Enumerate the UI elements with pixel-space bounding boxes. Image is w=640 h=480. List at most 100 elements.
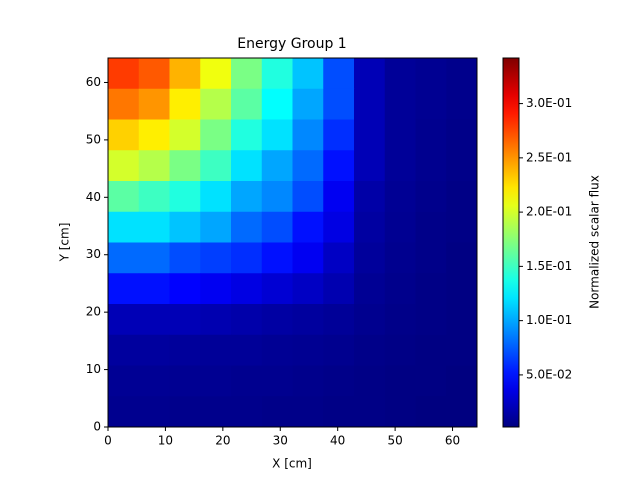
heatmap-cell — [169, 365, 201, 397]
heatmap-cell — [323, 242, 355, 274]
heatmap-cell — [292, 58, 324, 90]
heatmap-cell — [446, 304, 478, 336]
heatmap-cell — [415, 242, 447, 274]
heatmap-cell — [446, 211, 478, 243]
x-tick-label: 40 — [330, 434, 345, 448]
heatmap-cell — [415, 365, 447, 397]
heatmap-cell — [169, 334, 201, 366]
y-tick-label: 50 — [86, 132, 101, 146]
heatmap-cell — [138, 334, 170, 366]
heatmap-cell — [292, 273, 324, 305]
heatmap-cell — [169, 304, 201, 336]
heatmap-cell — [138, 88, 170, 120]
heatmap-cell — [169, 119, 201, 151]
heatmap-cell — [169, 88, 201, 120]
heatmap-cell — [261, 181, 293, 213]
heatmap-cell — [200, 396, 232, 428]
heatmap-cell — [415, 150, 447, 182]
heatmap-cell — [231, 365, 263, 397]
heatmap-cell — [354, 365, 386, 397]
heatmap-cell — [292, 334, 324, 366]
heatmap-cell — [200, 273, 232, 305]
heatmap-cell — [446, 119, 478, 151]
x-tick-label: 50 — [387, 434, 402, 448]
heatmap-cell — [261, 365, 293, 397]
x-axis-label: X [cm] — [272, 457, 312, 471]
heatmap-cell — [200, 58, 232, 90]
heatmap-cell — [415, 211, 447, 243]
colorbar-tick-label: 3.0E-01 — [526, 96, 572, 110]
heatmap-cell — [446, 273, 478, 305]
heatmap-cell — [292, 396, 324, 428]
y-tick-label: 20 — [86, 305, 101, 319]
heatmap-cell — [384, 211, 416, 243]
heatmap-cell — [261, 273, 293, 305]
heatmap-cell — [200, 242, 232, 274]
heatmap-cell — [323, 396, 355, 428]
heatmap-cell — [446, 58, 478, 90]
heatmap-cell — [354, 304, 386, 336]
heatmap-cell — [384, 242, 416, 274]
plot-frame — [107, 57, 478, 428]
heatmap-cell — [169, 396, 201, 428]
heatmap-cell — [354, 119, 386, 151]
heatmap-cell — [323, 365, 355, 397]
x-tick-label: 0 — [104, 434, 112, 448]
heatmap-cell — [138, 273, 170, 305]
colorbar — [502, 57, 520, 428]
y-tick-label: 40 — [86, 190, 101, 204]
heatmap-cell — [169, 150, 201, 182]
heatmap-cell — [384, 273, 416, 305]
x-tick-label: 20 — [215, 434, 230, 448]
heatmap-cell — [108, 181, 140, 213]
heatmap-cell — [261, 304, 293, 336]
heatmap-cell — [108, 58, 140, 90]
heatmap-cell — [169, 58, 201, 90]
heatmap-cell — [261, 150, 293, 182]
heatmap-cell — [292, 211, 324, 243]
y-axis-label: Y [cm] — [58, 223, 72, 263]
heatmap-cell — [323, 304, 355, 336]
heatmap-cell — [292, 150, 324, 182]
heatmap-cell — [231, 396, 263, 428]
colorbar-tick-label: 1.5E-01 — [526, 259, 572, 273]
heatmap-cell — [446, 396, 478, 428]
heatmap-cell — [415, 396, 447, 428]
heatmap-cell — [108, 119, 140, 151]
heatmap-cell — [231, 119, 263, 151]
heatmap-cell — [108, 334, 140, 366]
heatmap-cell — [446, 365, 478, 397]
heatmap-cell — [261, 334, 293, 366]
heatmap-cell — [354, 242, 386, 274]
heatmap-cell — [323, 119, 355, 151]
heatmap-cell — [323, 88, 355, 120]
heatmap-cell — [200, 181, 232, 213]
y-tick-label: 60 — [86, 75, 101, 89]
heatmap-cell — [354, 396, 386, 428]
heatmap-cell — [446, 181, 478, 213]
heatmap-cell — [323, 181, 355, 213]
heatmap-cell — [446, 242, 478, 274]
colorbar-tick-label: 2.5E-01 — [526, 150, 572, 164]
heatmap-cell — [261, 58, 293, 90]
heatmap-cell — [292, 88, 324, 120]
heatmap-cell — [200, 211, 232, 243]
heatmap-cell — [323, 211, 355, 243]
heatmap-cell — [138, 150, 170, 182]
heatmap-cell — [323, 273, 355, 305]
heatmap-cell — [200, 334, 232, 366]
heatmap-cell — [415, 119, 447, 151]
heatmap-cell — [323, 334, 355, 366]
heatmap-cell — [261, 119, 293, 151]
heatmap-cell — [384, 119, 416, 151]
heatmap-cell — [108, 242, 140, 274]
heatmap-cell — [415, 88, 447, 120]
heatmap-cell — [231, 273, 263, 305]
heatmap-cell — [446, 88, 478, 120]
heatmap-cell — [231, 150, 263, 182]
heatmap-cell — [384, 334, 416, 366]
heatmap-cell — [169, 242, 201, 274]
heatmap-cell — [138, 304, 170, 336]
heatmap-cell — [169, 273, 201, 305]
